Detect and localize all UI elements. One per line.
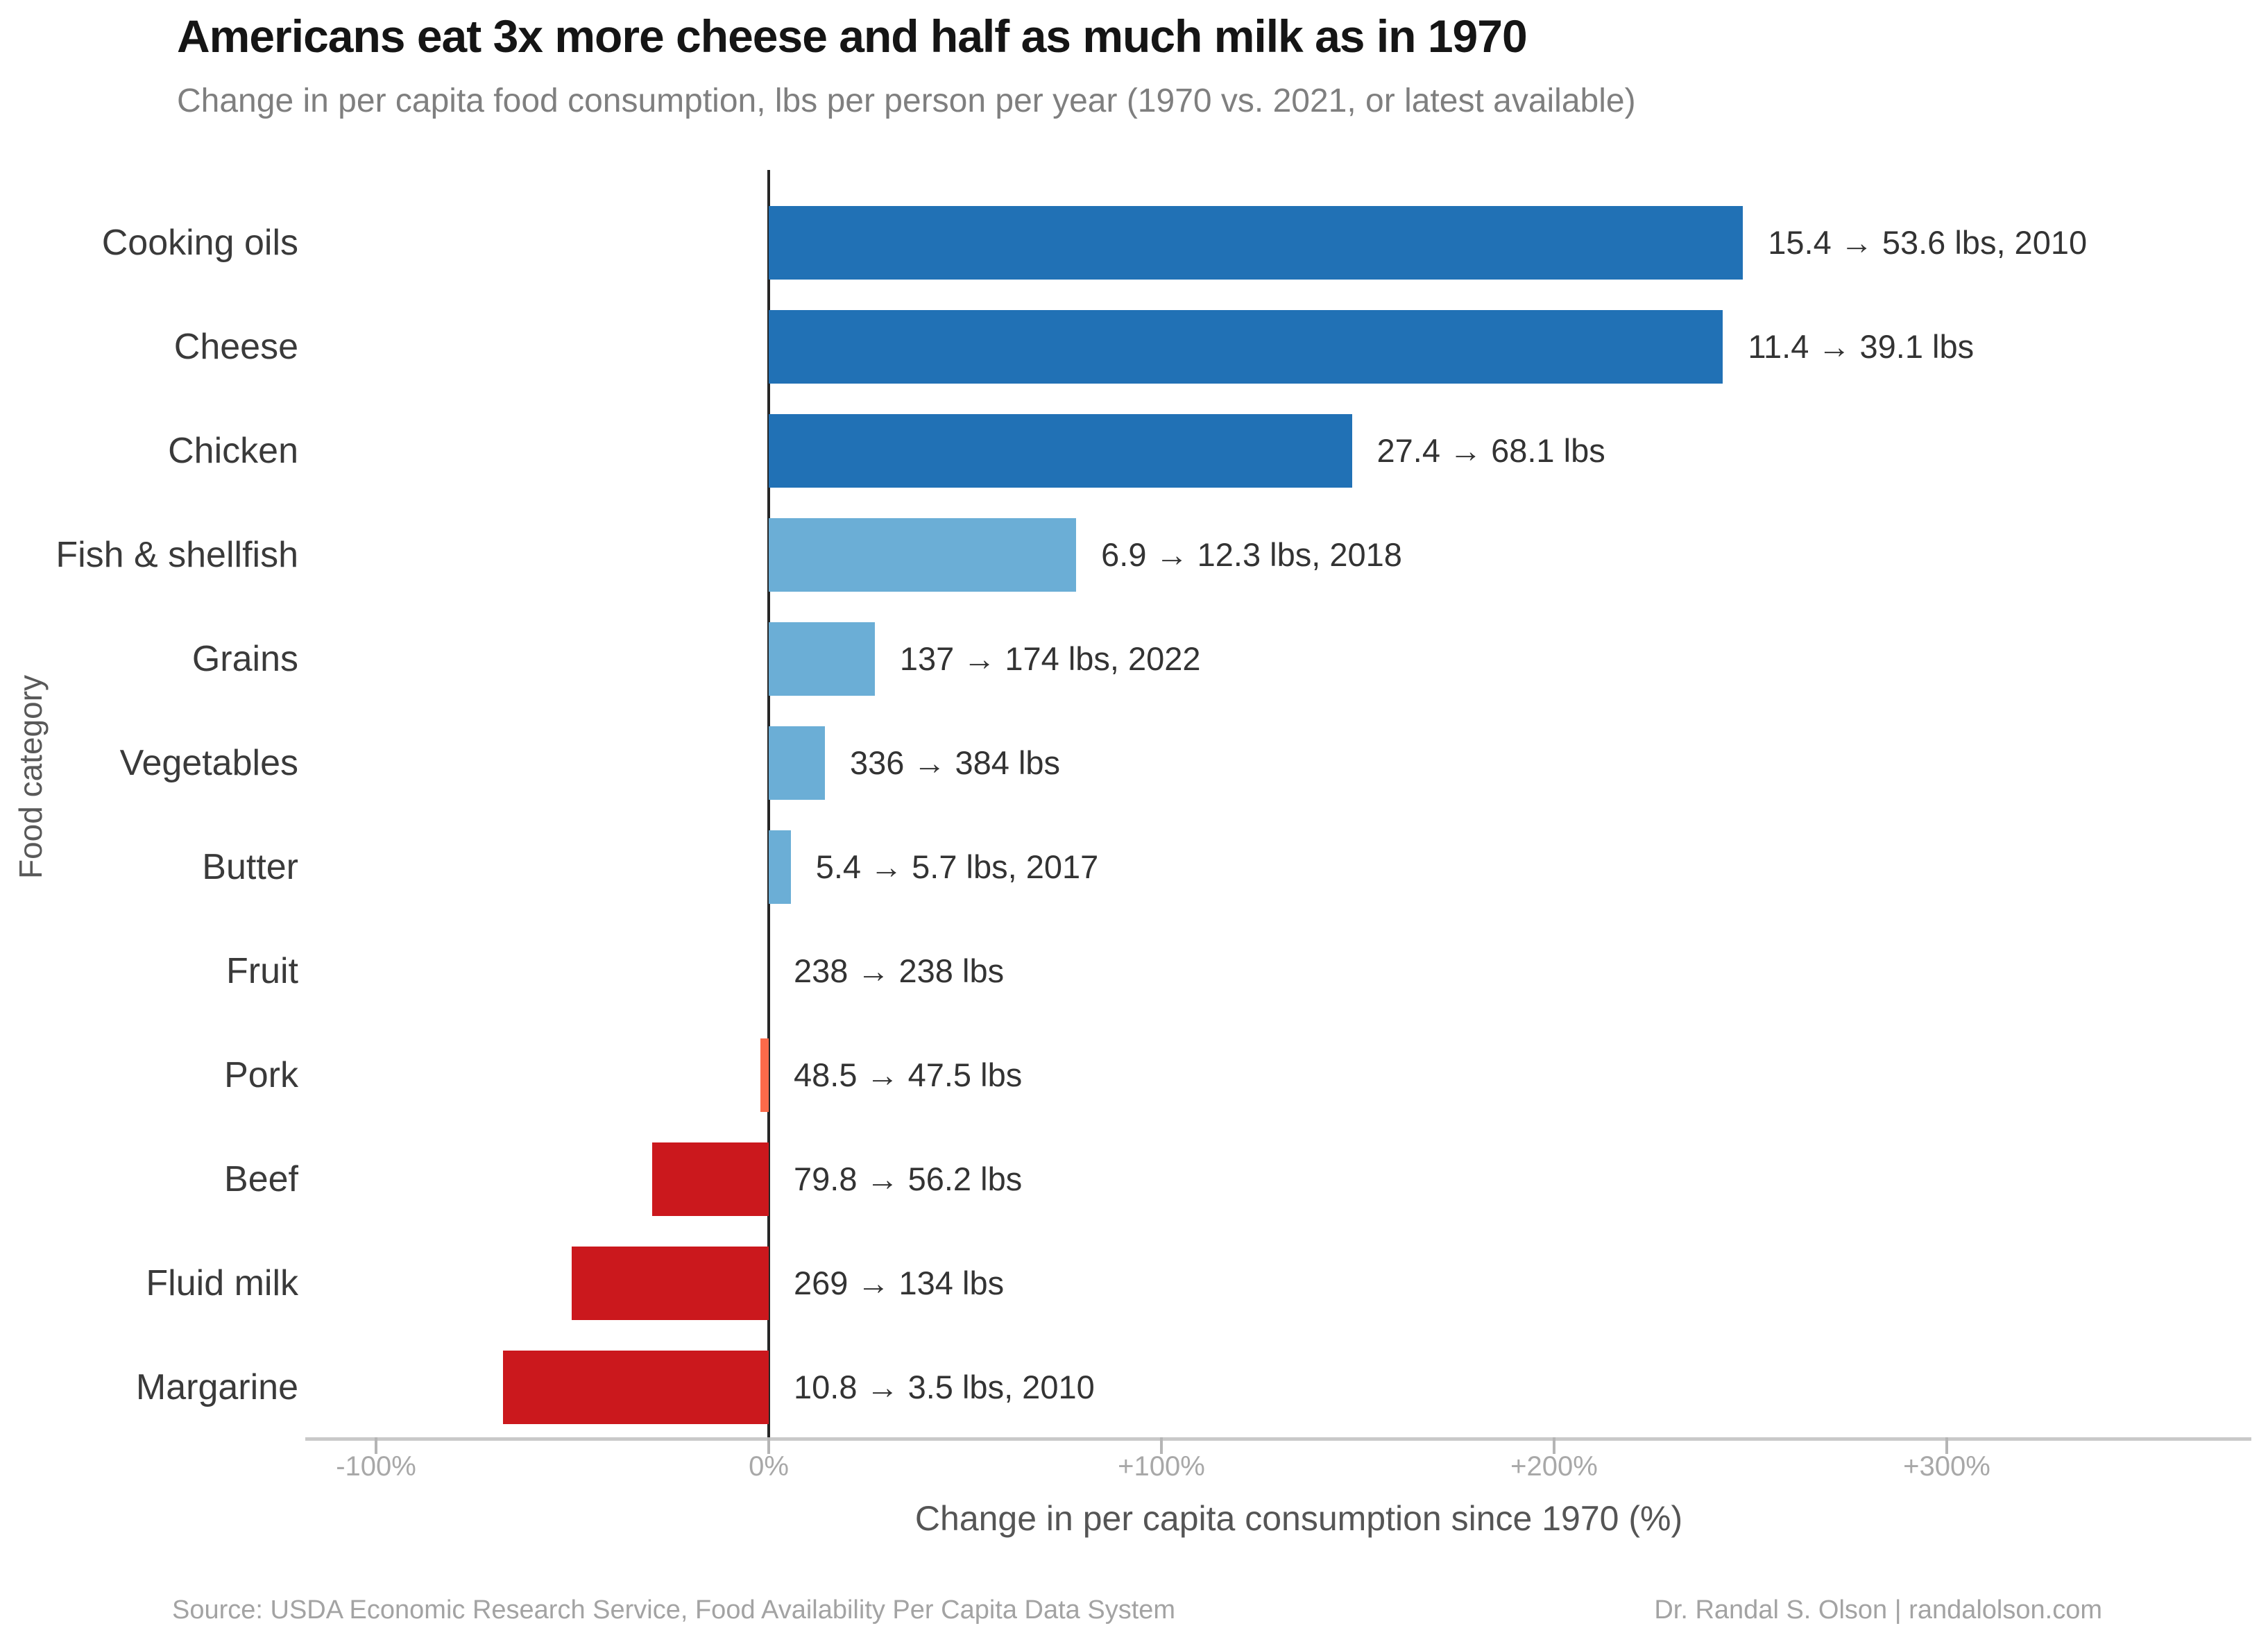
category-label: Butter — [202, 847, 298, 887]
bar-annotation: 336 → 384 lbs — [849, 744, 1061, 781]
category-label: Vegetables — [119, 743, 298, 783]
x-tick — [1553, 1437, 1555, 1454]
bar-chicken — [769, 414, 1352, 488]
category-label: Chicken — [168, 431, 298, 471]
zero-axis-line — [767, 170, 770, 1441]
category-label: Cooking oils — [101, 223, 298, 263]
author-credit: Dr. Randal S. Olson | randalolson.com — [1654, 1595, 2102, 1625]
bar-annotation: 15.4 → 53.6 lbs, 2010 — [1768, 224, 2088, 261]
source-note: Source: USDA Economic Research Service, … — [172, 1595, 1176, 1625]
bar-annotation: 10.8 → 3.5 lbs, 2010 — [794, 1369, 1095, 1405]
chart-title: Americans eat 3x more cheese and half as… — [177, 10, 1528, 62]
category-label: Margarine — [135, 1367, 298, 1407]
category-label: Grains — [191, 639, 298, 679]
category-label: Fish & shellfish — [56, 535, 298, 575]
category-label: Cheese — [173, 327, 298, 367]
x-tick — [375, 1437, 377, 1454]
bar-annotation: 79.8 → 56.2 lbs — [794, 1161, 1023, 1197]
category-label: Beef — [224, 1159, 298, 1199]
y-axis-label: Food category — [12, 674, 49, 880]
x-tick-label: -100% — [336, 1451, 416, 1482]
bar-annotation: 27.4 → 68.1 lbs — [1376, 432, 1605, 469]
bar-grains — [769, 622, 875, 696]
bar-butter — [769, 830, 791, 904]
bar-margarine — [503, 1351, 769, 1424]
category-label: Fruit — [226, 951, 298, 991]
bar-cheese — [769, 310, 1723, 384]
x-tick-label: 0% — [749, 1451, 789, 1482]
bar-fluid-milk — [571, 1247, 769, 1320]
bar-annotation: 269 → 134 lbs — [794, 1265, 1005, 1301]
bar-vegetables — [769, 726, 825, 800]
bar-annotation: 6.9 → 12.3 lbs, 2018 — [1101, 536, 1402, 573]
x-axis-label: Change in per capita consumption since 1… — [914, 1499, 1683, 1538]
bar-fish-shellfish — [769, 518, 1077, 592]
bar-pork — [760, 1038, 769, 1112]
bar-beef — [652, 1142, 769, 1216]
bar-annotation: 238 → 238 lbs — [794, 952, 1005, 989]
bar-annotation: 137 → 174 lbs, 2022 — [899, 640, 1201, 677]
bar-annotation: 48.5 → 47.5 lbs — [794, 1056, 1023, 1093]
x-tick-label: +200% — [1510, 1451, 1598, 1482]
x-tick — [1160, 1437, 1163, 1454]
bar-annotation: 11.4 → 39.1 lbs — [1748, 328, 1975, 365]
x-axis-baseline — [305, 1437, 2251, 1441]
bar-annotation: 5.4 → 5.7 lbs, 2017 — [815, 848, 1099, 885]
x-tick — [767, 1437, 770, 1454]
category-label: Fluid milk — [146, 1263, 298, 1303]
bar-cooking-oils — [769, 206, 1743, 280]
category-label: Pork — [224, 1055, 298, 1095]
x-tick — [1945, 1437, 1948, 1454]
x-tick-label: +100% — [1118, 1451, 1205, 1482]
x-tick-label: +300% — [1903, 1451, 1990, 1482]
chart-subtitle: Change in per capita food consumption, l… — [177, 83, 1636, 119]
